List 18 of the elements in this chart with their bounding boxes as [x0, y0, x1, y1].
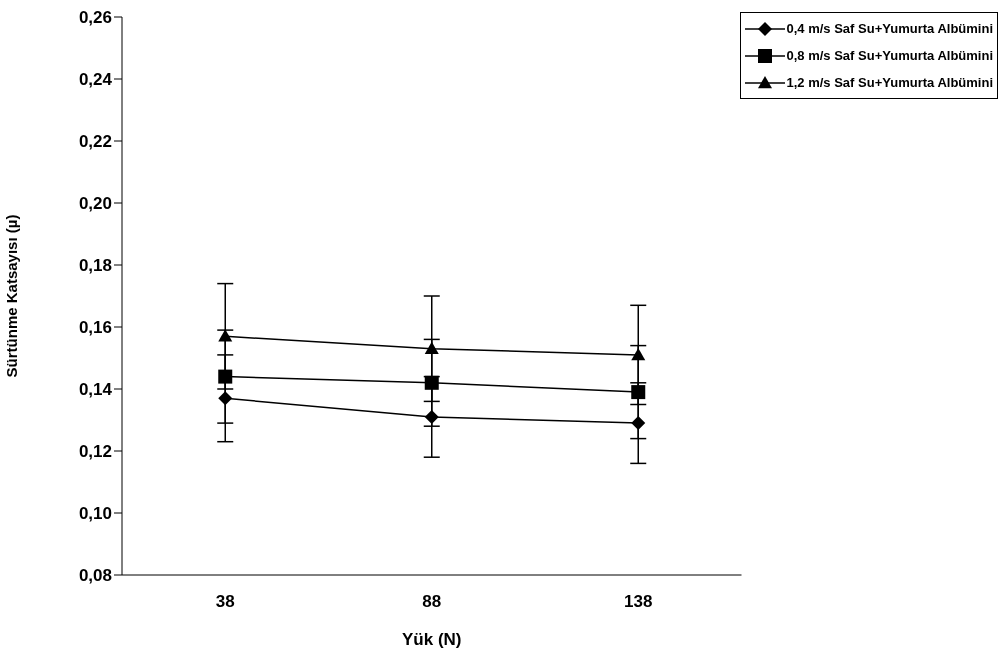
- legend-label: 0,8 m/s Saf Su+Yumurta Albümini: [786, 48, 993, 63]
- y-tick-label: 0,08: [78, 566, 112, 586]
- y-tick-label: 0,12: [78, 442, 112, 462]
- y-tick-label: 0,16: [78, 318, 112, 338]
- y-tick-label: 0,20: [78, 194, 112, 214]
- legend-label: 1,2 m/s Saf Su+Yumurta Albümini: [786, 75, 993, 90]
- x-tick-label: 38: [215, 592, 235, 612]
- x-tick-label: 88: [422, 592, 442, 612]
- y-tick-label: 0,14: [78, 380, 113, 400]
- y-tick-label: 0,26: [78, 8, 112, 28]
- legend-label: 0,4 m/s Saf Su+Yumurta Albümini: [786, 21, 993, 36]
- y-axis-title: Sürtünme Katsayısı (µ): [3, 214, 21, 378]
- y-tick-label: 0,24: [78, 70, 113, 90]
- x-axis-title: Yük (N): [402, 630, 462, 649]
- y-tick-label: 0,22: [78, 132, 112, 152]
- y-tick-label: 0,18: [78, 256, 112, 276]
- y-tick-label: 0,10: [78, 504, 112, 524]
- x-tick-label: 138: [624, 592, 653, 612]
